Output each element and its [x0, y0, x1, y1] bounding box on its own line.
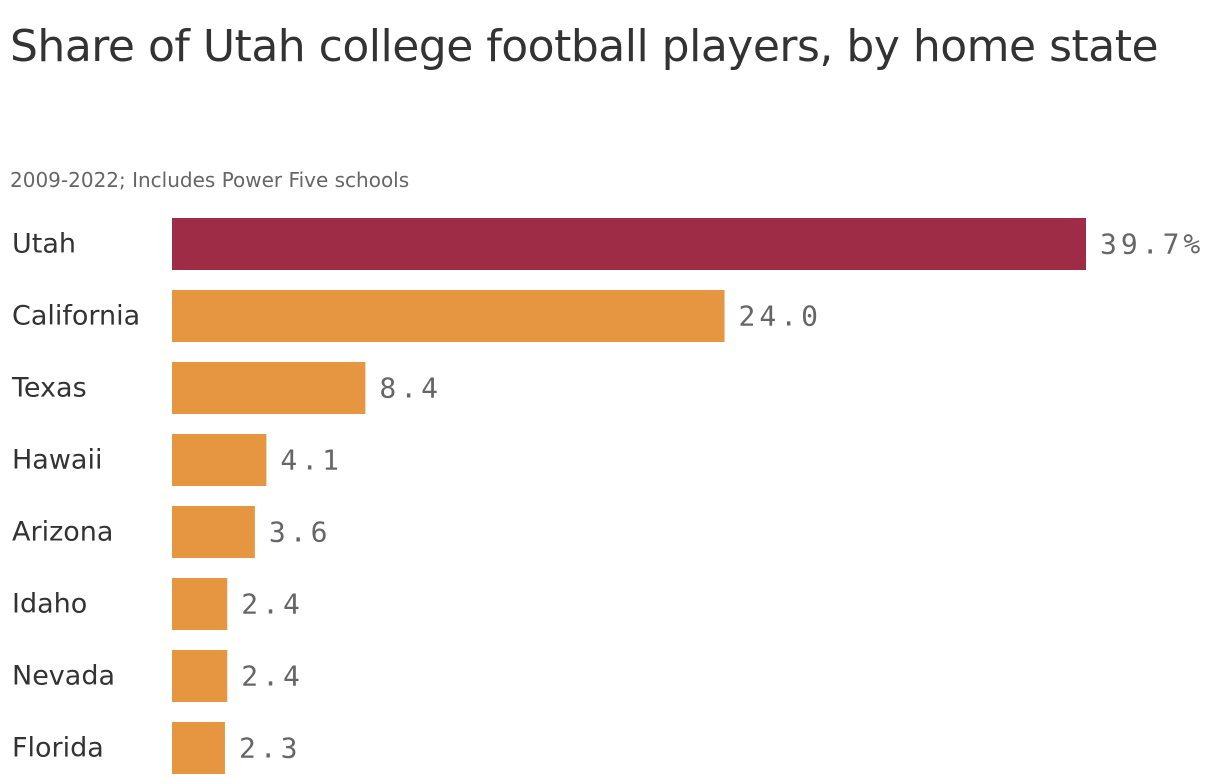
value-label-nevada: 2.4 [241, 660, 304, 693]
category-label-texas: Texas [11, 373, 87, 404]
bar-arizona [172, 506, 255, 558]
bar-nevada [172, 650, 228, 702]
value-label-idaho: 2.4 [241, 588, 304, 621]
bar-california [172, 290, 725, 342]
category-label-utah: Utah [12, 229, 76, 260]
bar-utah [172, 218, 1086, 270]
value-label-florida: 2.3 [239, 732, 302, 765]
value-label-california: 24.0 [739, 300, 822, 333]
category-label-hawaii: Hawaii [12, 445, 102, 476]
value-label-utah: 39.7% [1100, 228, 1204, 261]
bar-texas [172, 362, 366, 414]
value-label-texas: 8.4 [379, 372, 442, 405]
bar-idaho [172, 578, 228, 630]
bar-florida [172, 722, 225, 774]
category-label-idaho: Idaho [12, 589, 87, 620]
category-label-california: California [12, 301, 140, 332]
value-label-hawaii: 4.1 [280, 444, 343, 477]
chart-subtitle: 2009-2022; Includes Power Five schools [10, 168, 410, 192]
chart-title: Share of Utah college football players, … [10, 21, 1159, 72]
bar-hawaii [172, 434, 267, 486]
value-label-arizona: 3.6 [269, 516, 332, 549]
category-label-arizona: Arizona [12, 517, 113, 548]
category-label-florida: Florida [12, 733, 104, 764]
category-label-nevada: Nevada [12, 661, 115, 692]
